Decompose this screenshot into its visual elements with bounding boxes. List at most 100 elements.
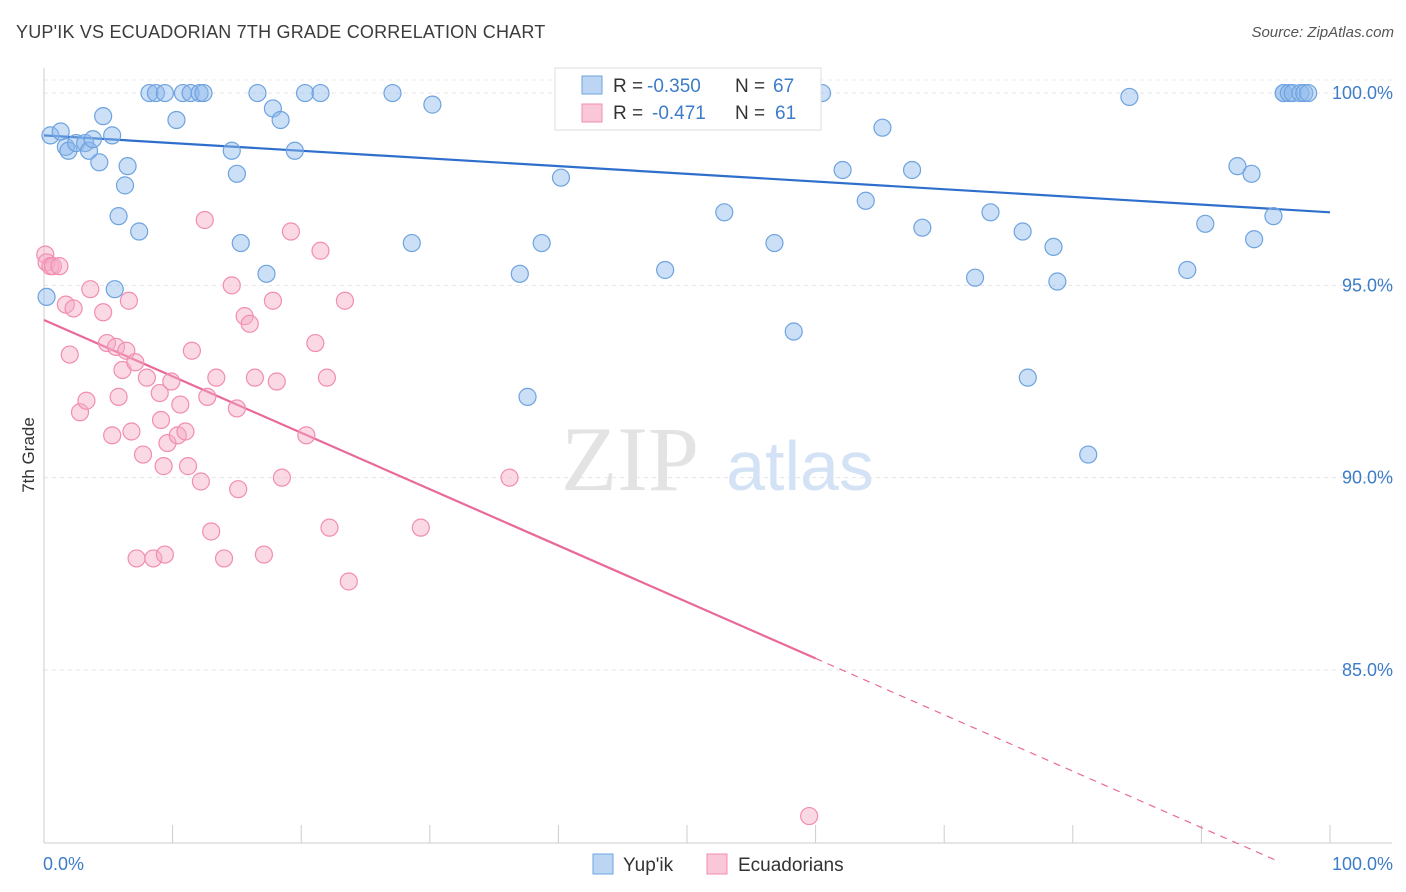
ecuadorian-point: [500, 468, 519, 487]
yupik-n-label: N =: [735, 76, 765, 97]
x-tick-labels: 0.0% 100.0%: [43, 854, 1393, 874]
yupik-point: [715, 203, 734, 222]
yupik-point: [285, 141, 304, 160]
yupik-point: [1048, 272, 1067, 291]
yupik-point: [1196, 214, 1215, 233]
ecuadorian-point: [70, 403, 90, 422]
watermark: ZIP atlas: [561, 408, 874, 510]
ecuadorian-point: [103, 426, 122, 445]
yupik-point: [295, 83, 315, 103]
yupik-point: [115, 176, 135, 195]
yupik-point: [118, 157, 137, 176]
yupik-point: [784, 322, 803, 341]
ecuadorian-point: [311, 241, 330, 260]
yupik-point: [94, 107, 113, 126]
ecuadorian-point: [50, 257, 69, 276]
ecuadorian-point: [245, 368, 265, 387]
yupik-point: [190, 83, 209, 103]
ecuadorian-point: [214, 549, 234, 568]
ecuadorian-point: [81, 280, 100, 299]
ecuadorian-point: [254, 545, 274, 564]
y-tick-label: 90.0%: [1342, 468, 1393, 488]
watermark-atlas: atlas: [726, 427, 874, 505]
ecuadorian-point: [137, 368, 156, 387]
yupik-point: [105, 280, 124, 299]
yupik-point: [311, 83, 330, 103]
grid-lines: [44, 79, 1392, 671]
stats-legend: R = -0.350 N = 67 R = -0.471 N = 61: [554, 67, 822, 131]
yupik-point: [1228, 157, 1247, 176]
yupik-point: [140, 83, 159, 103]
yupik-point: [1295, 83, 1314, 103]
yupik-point: [833, 160, 852, 180]
ecuadorian-point: [227, 399, 246, 418]
ecuadorian-point: [320, 518, 339, 537]
yupik-point: [1245, 230, 1264, 249]
yupik-point: [913, 218, 932, 237]
ecuadorian-point: [306, 333, 325, 353]
yupik-point: [248, 83, 267, 103]
yupik-point: [155, 83, 174, 103]
ecuadorian-point: [411, 518, 430, 537]
ecuadorian-point: [109, 387, 128, 406]
series-legend: Yup'ik Ecuadorians: [592, 853, 844, 876]
yupik-point: [856, 191, 875, 210]
ecuadorian-point: [198, 387, 217, 406]
y-tick-label: 85.0%: [1342, 660, 1393, 680]
yupik-point: [402, 233, 421, 253]
ecuadorian-point: [202, 522, 221, 541]
ecuadorian-point: [240, 314, 259, 333]
yupik-point: [194, 83, 213, 103]
ecuadorian-point: [207, 368, 226, 387]
data-points: [36, 83, 1318, 826]
ecuadorian-point: [119, 291, 138, 310]
ecuadorian-point: [182, 341, 201, 360]
yupik-r-label: R =: [613, 76, 643, 97]
yupik-point: [167, 110, 186, 130]
x-tick-label: 0.0%: [43, 854, 84, 874]
y-tick-labels: 100.0% 95.0% 90.0% 85.0%: [1332, 83, 1393, 680]
ecuadorian-point: [176, 422, 195, 441]
yupik-point: [656, 260, 675, 280]
ecuadorian-trend-line: [43, 318, 817, 660]
yupik-point: [1018, 368, 1037, 387]
ecuadorian-point: [122, 422, 141, 441]
ecuadorian-point: [150, 383, 169, 403]
yupik-point: [518, 387, 537, 406]
yupik-point: [1264, 207, 1283, 226]
ecuadorian-point: [222, 276, 241, 295]
trend-lines: [43, 134, 1331, 863]
ecuadorian-point: [263, 291, 283, 310]
yupik-point: [1079, 445, 1098, 464]
ecuadorian-point: [339, 572, 358, 591]
ecuadorian-point: [335, 291, 355, 310]
yupik-point: [965, 268, 985, 287]
ecuadorian-point: [178, 457, 198, 476]
yupik-point: [51, 122, 70, 141]
yupik-point: [1044, 237, 1063, 257]
ecuadorian-point: [281, 222, 301, 241]
ecuadorian-point: [272, 468, 292, 487]
legend-yupik-label: Yup'ik: [623, 855, 674, 876]
ecuadorian-point: [155, 545, 174, 564]
yupik-point: [271, 110, 290, 130]
yupik-point: [59, 141, 78, 160]
ecuadorian-n-label: N =: [735, 103, 765, 124]
yupik-point: [1291, 83, 1310, 103]
yupik-trend-line: [43, 134, 1331, 214]
yupik-point: [902, 160, 922, 180]
y-tick-label: 100.0%: [1332, 83, 1393, 103]
yupik-point: [873, 118, 892, 137]
yupik-n-value: 67: [773, 76, 794, 97]
yupik-point: [423, 95, 442, 114]
ecuadorian-point: [171, 395, 190, 414]
yupik-point: [1120, 87, 1139, 107]
ecuadorian-trend-extension: [815, 657, 1281, 863]
ecuadorian-r-label: R =: [613, 103, 643, 124]
ecuadorian-point: [126, 353, 145, 372]
chart-title: YUP'IK VS ECUADORIAN 7TH GRADE CORRELATI…: [16, 22, 546, 42]
yupik-point: [532, 233, 551, 253]
watermark-zip: ZIP: [561, 408, 699, 510]
yupik-point: [37, 287, 56, 307]
